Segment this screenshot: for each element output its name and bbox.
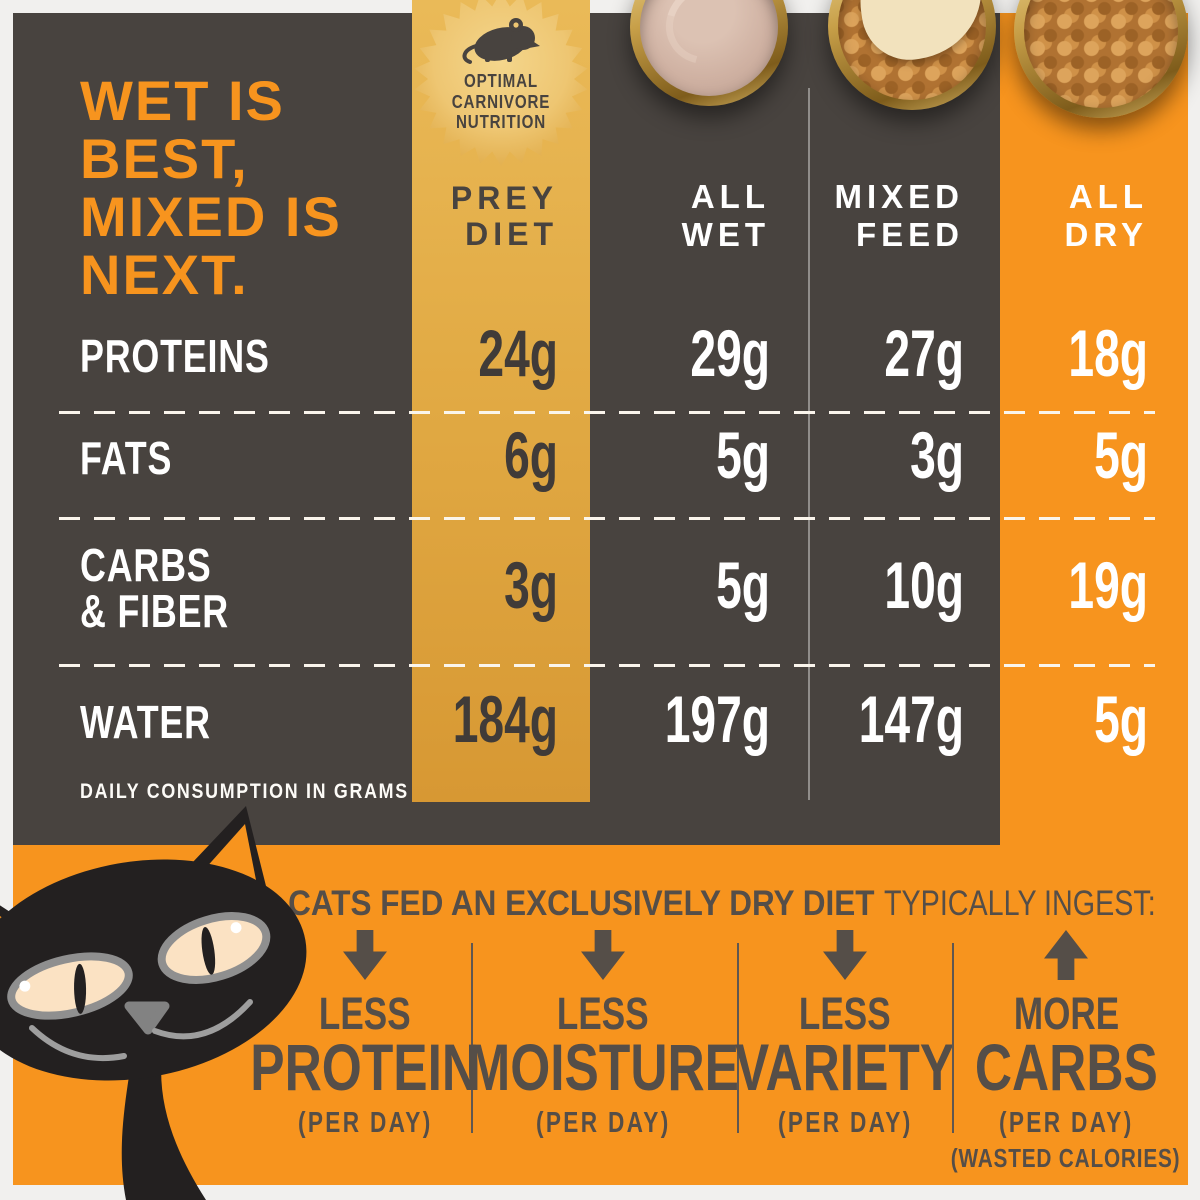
header-line: ALL [690, 178, 770, 215]
cat-neck [121, 1054, 206, 1200]
qualifier-label: LESS [557, 988, 649, 1039]
value-fats-mixed: 3g [910, 417, 964, 492]
header-line: PREY [450, 180, 558, 216]
row-divider-dashed [59, 664, 1155, 667]
bottom-item-protein: LESS PROTEIN (PER DAY) [247, 930, 483, 1140]
black-cat-illustration [0, 806, 307, 1200]
pate-swirl [650, 0, 768, 80]
value-carbs-mixed: 10g [884, 547, 964, 622]
row-label-water: WATER [80, 696, 211, 748]
bottom-heading: CATS FED AN EXCLUSIVELY DRY DIET TYPICAL… [259, 884, 1179, 924]
pate-food [640, 0, 778, 96]
cat-right-pupil [201, 927, 216, 975]
header-line: MIXED [834, 178, 964, 215]
cat-left-eye [7, 952, 133, 1020]
bottom-item-moisture: LESS MOISTURE (PER DAY) [467, 930, 739, 1140]
bottom-item-variety: LESS VARIETY (PER DAY) [727, 930, 963, 1140]
header-line: ALL [1068, 178, 1148, 215]
kibble-food [838, 0, 986, 100]
bottom-heading-bold: CATS FED AN EXCLUSIVELY DRY DIET [288, 884, 875, 923]
bottom-item-carbs: MORE CARBS (PER DAY) (WASTED CALORIES) [948, 930, 1184, 1174]
per-day-note: (PER DAY) [297, 1107, 433, 1139]
value-fats-dry: 5g [1094, 417, 1148, 492]
bottom-divider-line [737, 943, 739, 1133]
kibble-food [1024, 0, 1178, 108]
badge-line-1: OPTIMAL [463, 70, 539, 91]
row-divider-dashed [59, 517, 1155, 520]
bottom-heading-rest: TYPICALLY INGEST: [883, 884, 1156, 923]
wet-mixed-divider-line [808, 88, 810, 800]
up-arrow-icon [1044, 930, 1088, 980]
column-header-all-wet: ALL WET [570, 178, 770, 254]
value-water-mixed: 147g [858, 681, 964, 756]
cat-left-pupil [74, 963, 87, 1014]
header-line: FEED [855, 216, 964, 253]
down-arrow-icon [343, 930, 387, 980]
down-arrow-icon [823, 930, 867, 980]
column-header-mixed-feed: MIXED FEED [764, 178, 964, 254]
row-label-proteins: PROTEINS [80, 330, 270, 382]
per-day-note: (PER DAY) [998, 1107, 1134, 1139]
nutrient-label: VARIETY [735, 1030, 955, 1104]
value-carbs-dry: 19g [1068, 547, 1148, 622]
cat-smile-line [152, 999, 253, 1040]
bottom-divider-line [952, 943, 954, 1133]
value-fats-prey: 6g [504, 417, 558, 492]
eye-glint [230, 922, 242, 934]
badge-text: OPTIMAL CARNIVORE NUTRITION [413, 70, 589, 133]
nutrient-label: PROTEIN [250, 1030, 480, 1104]
wasted-calories-note: (WASTED CALORIES) [951, 1143, 1181, 1173]
table-footnote: DAILY CONSUMPTION IN GRAMS [80, 780, 409, 803]
column-header-all-dry: ALL DRY [948, 178, 1148, 254]
page-title: WET IS BEST, MIXED IS NEXT. [80, 69, 342, 306]
qualifier-label: LESS [799, 988, 891, 1039]
starburst-icon [414, 0, 588, 166]
value-proteins-wet: 29g [690, 315, 770, 390]
bottom-divider-line [471, 943, 473, 1133]
header-line: DRY [1064, 216, 1148, 253]
row-label-carbs-fiber: CARBS & FIBER [80, 539, 229, 637]
qualifier-label: LESS [319, 988, 411, 1039]
row-label-fats: FATS [80, 432, 173, 484]
value-proteins-prey: 24g [478, 315, 558, 390]
header-line: DIET [465, 216, 558, 252]
value-water-dry: 5g [1094, 681, 1148, 756]
cat-chin-line [29, 1025, 127, 1062]
value-proteins-dry: 18g [1068, 315, 1148, 390]
per-day-note: (PER DAY) [777, 1107, 913, 1139]
value-proteins-mixed: 27g [884, 315, 964, 390]
nutrient-label: CARBS [974, 1030, 1158, 1104]
nutrient-label: MOISTURE [467, 1030, 739, 1104]
eye-glint [19, 980, 31, 992]
row-divider-dashed [59, 411, 1155, 414]
badge-line-2: CARNIVORE [451, 90, 551, 112]
cat-right-eye [157, 912, 271, 984]
cat-nose [124, 1001, 170, 1035]
value-carbs-prey: 3g [504, 547, 558, 622]
dry-kibble-bowl [1014, 0, 1188, 118]
header-line: WET [681, 216, 770, 253]
value-water-prey: 184g [452, 681, 558, 756]
column-header-prey-diet: PREY DIET [358, 180, 558, 252]
badge-line-3: NUTRITION [456, 111, 546, 132]
optimal-carnivore-nutrition-badge: OPTIMAL CARNIVORE NUTRITION [413, 0, 589, 168]
value-fats-wet: 5g [716, 417, 770, 492]
qualifier-label: MORE [1013, 988, 1119, 1039]
value-water-wet: 197g [664, 681, 770, 756]
value-carbs-wet: 5g [716, 547, 770, 622]
down-arrow-icon [581, 930, 625, 980]
per-day-note: (PER DAY) [535, 1107, 671, 1139]
mouse-icon [462, 18, 540, 64]
pate-topping [852, 0, 986, 66]
